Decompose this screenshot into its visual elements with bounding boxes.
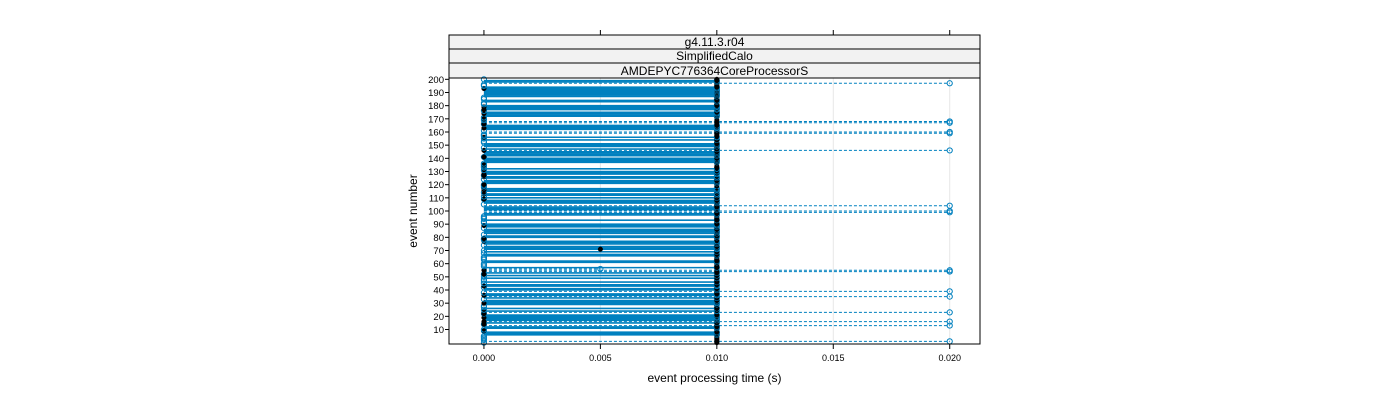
blue-event-point xyxy=(480,235,488,242)
y-tick-label: 20 xyxy=(433,312,444,323)
y-tick-label: 80 xyxy=(433,233,444,244)
y-tick-label: 160 xyxy=(428,127,444,138)
blue-event-point xyxy=(480,94,488,101)
strip-2-label: SimplifiedCalo xyxy=(676,49,753,63)
x-tick-label: 0.010 xyxy=(706,353,729,363)
blue-event-point xyxy=(946,318,953,325)
points-layer xyxy=(480,76,953,346)
blue-event-point xyxy=(946,309,953,316)
y-tick-label: 30 xyxy=(433,299,444,310)
blue-event-point xyxy=(946,202,953,209)
y-axis-label: event number xyxy=(406,174,420,247)
y-tick-label: 110 xyxy=(429,193,444,204)
black-event-point xyxy=(597,246,603,252)
black-event-point xyxy=(481,182,487,188)
axes-layer: 0.000 0.005 0.010 0.015 0.020 10 20 30 40 50 60 70 8… xyxy=(428,30,961,363)
y-tick-label: 180 xyxy=(428,101,444,112)
blue-event-point xyxy=(946,80,953,87)
blue-event-point xyxy=(480,76,488,83)
x-tick-label: 0.015 xyxy=(822,353,845,363)
plot-panel-border xyxy=(448,77,981,345)
y-tick-label: 50 xyxy=(433,272,444,283)
x-tick-label: 0.020 xyxy=(938,353,961,363)
y-tick-label: 40 xyxy=(433,286,444,297)
y-tick-label: 130 xyxy=(428,167,444,178)
y-tick-label: 10 xyxy=(433,325,444,336)
y-tick-label: 120 xyxy=(428,180,444,191)
y-tick-label: 100 xyxy=(428,207,444,218)
blue-event-point xyxy=(946,267,953,274)
blue-event-point xyxy=(480,196,488,203)
blue-event-point xyxy=(946,147,953,154)
blue-event-point xyxy=(946,118,953,125)
blue-event-point xyxy=(480,160,488,167)
strip-headers: g4.11.3.r04 SimplifiedCalo AMDEPYC776364… xyxy=(448,34,981,79)
blue-event-point xyxy=(480,213,488,220)
strip-1-label: g4.11.3.r04 xyxy=(685,35,745,49)
blue-event-point xyxy=(946,288,953,295)
x-axis-label: event processing time (s) xyxy=(647,371,781,385)
blue-event-point xyxy=(597,265,604,273)
blue-event-point xyxy=(480,153,488,161)
x-tick-label: 0.005 xyxy=(589,353,612,363)
x-tick-label: 0.000 xyxy=(473,353,496,363)
y-tick-label: 70 xyxy=(433,246,444,257)
blue-event-point xyxy=(480,231,488,238)
strip-3-label: AMDEPYC776364CoreProcessorS xyxy=(621,64,808,78)
blue-event-point xyxy=(946,128,953,136)
y-tick-label: 150 xyxy=(428,141,444,152)
y-tick-label: 140 xyxy=(428,154,444,165)
blue-event-point xyxy=(946,322,953,329)
black-event-point xyxy=(481,154,487,160)
y-tick-label: 90 xyxy=(433,220,444,231)
series-lines-layer xyxy=(483,79,950,342)
blue-event-point xyxy=(480,306,488,313)
y-tick-label: 200 xyxy=(428,75,444,86)
blue-event-point xyxy=(480,280,488,287)
blue-event-point xyxy=(480,131,488,138)
y-tick-label: 190 xyxy=(428,88,444,99)
blue-event-point xyxy=(480,250,488,257)
blue-event-point xyxy=(480,253,488,261)
y-tick-label: 60 xyxy=(433,259,444,270)
y-tick-label: 170 xyxy=(428,114,444,125)
